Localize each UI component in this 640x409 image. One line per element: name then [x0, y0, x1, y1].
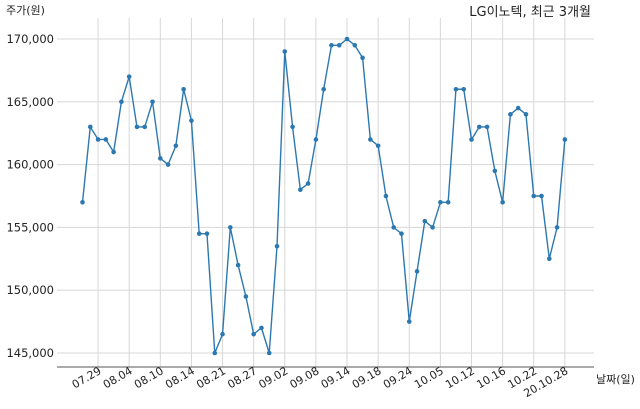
data-point: [344, 36, 350, 42]
data-point: [196, 231, 202, 236]
data-point: [383, 193, 389, 199]
x-tick-label: 09.18: [350, 364, 384, 391]
data-point: [352, 42, 358, 48]
x-tick-label: 08.27: [225, 364, 259, 391]
x-tick-label: 10.05: [412, 364, 446, 391]
data-point: [111, 149, 116, 155]
data-point: [508, 112, 513, 117]
x-tick-label: 09.08: [288, 364, 322, 391]
data-point: [453, 86, 459, 92]
data-point: [189, 118, 194, 123]
x-tick-label: 09.24: [381, 364, 415, 391]
data-point: [554, 225, 560, 230]
data-point: [290, 124, 295, 130]
data-point: [165, 162, 171, 167]
data-point: [414, 269, 420, 274]
x-tick-label: 08.04: [101, 364, 135, 391]
data-point: [228, 225, 233, 230]
data-point: [298, 187, 303, 193]
data-point: [142, 124, 148, 130]
data-point: [430, 225, 435, 230]
x-tick-label: 10.12: [443, 364, 477, 391]
data-point: [360, 55, 365, 61]
y-tick-label: 155,000: [6, 220, 54, 234]
x-axis-label: 날짜(일): [596, 372, 635, 386]
data-point: [539, 193, 544, 199]
data-point: [469, 137, 474, 142]
y-tick-label: 150,000: [6, 283, 54, 297]
data-point: [562, 137, 568, 142]
data-point: [492, 168, 498, 174]
data-point: [80, 199, 85, 205]
data-point: [173, 143, 179, 149]
x-tick-label: 09.02: [257, 364, 291, 391]
data-point: [235, 262, 241, 268]
data-point: [251, 331, 256, 337]
data-point: [220, 331, 225, 337]
data-point: [422, 218, 428, 224]
data-point: [547, 256, 552, 262]
data-point: [126, 74, 132, 79]
data-point: [134, 124, 140, 130]
data-point: [150, 99, 155, 105]
chart-title: LG이노텍, 최근 3개월: [469, 5, 591, 20]
x-tick-label: 09.14: [319, 364, 353, 391]
data-point: [259, 325, 264, 331]
y-tick-labels: 145,000 150,000 155,000 160,000 165,000 170,0…: [6, 32, 54, 360]
price-line: [81, 38, 566, 354]
y-tick-label: 160,000: [6, 158, 54, 172]
grid-lines: [57, 18, 594, 367]
y-tick-label: 145,000: [6, 346, 54, 360]
data-point: [87, 124, 93, 130]
data-point: [500, 199, 505, 205]
data-point: [461, 86, 467, 92]
data-point: [95, 137, 101, 142]
x-tick-label: 07.29: [70, 364, 104, 391]
price-points: [80, 36, 568, 356]
data-point: [158, 156, 163, 161]
data-point: [523, 112, 529, 117]
data-point: [321, 86, 326, 92]
x-tick-labels: 07.2908.0408.1008.1408.2108.2709.0209.08…: [70, 364, 571, 400]
data-point: [406, 319, 412, 324]
y-tick-label: 165,000: [6, 95, 54, 109]
data-point: [282, 49, 288, 54]
data-point: [305, 181, 311, 186]
data-point: [212, 350, 218, 356]
x-tick-label: 08.10: [132, 364, 166, 391]
data-point: [484, 124, 490, 130]
x-tick-label: 10.16: [474, 364, 508, 391]
data-point: [181, 86, 186, 92]
y-tick-label: 170,000: [6, 32, 54, 46]
data-point: [476, 124, 482, 130]
x-tick-label: 08.14: [163, 364, 197, 391]
data-point: [329, 42, 334, 48]
data-point: [368, 137, 373, 142]
data-point: [375, 143, 381, 149]
data-point: [103, 137, 109, 142]
y-axis-label: 주가(원): [6, 4, 45, 17]
data-point: [243, 294, 249, 299]
data-point: [515, 105, 521, 111]
data-point: [204, 231, 210, 236]
data-point: [336, 42, 342, 48]
data-point: [266, 350, 272, 356]
data-point: [438, 199, 443, 205]
data-point: [274, 243, 280, 249]
data-point: [445, 199, 451, 205]
data-point: [313, 137, 319, 142]
x-tick-label: 08.21: [194, 364, 228, 391]
data-point: [399, 231, 404, 236]
data-point: [119, 99, 124, 105]
data-point: [531, 193, 537, 199]
data-point: [391, 225, 397, 230]
